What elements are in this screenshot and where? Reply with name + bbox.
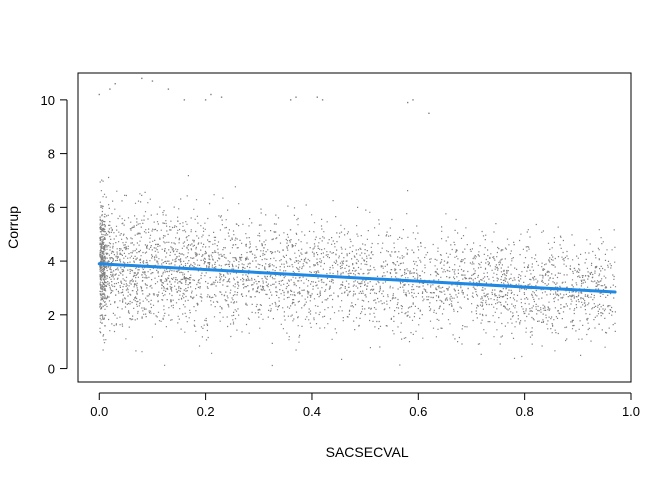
outlier-point <box>316 96 318 98</box>
y-tick-label: 0 <box>48 362 55 377</box>
outlier-point <box>321 99 324 101</box>
outlier-point <box>220 96 223 98</box>
outlier-point <box>210 93 212 96</box>
y-tick-label: 2 <box>48 308 55 323</box>
outlier-point <box>204 99 207 101</box>
outlier-point <box>289 99 292 101</box>
outlier-point <box>428 112 430 115</box>
outlier-points <box>98 77 430 115</box>
outlier-point <box>141 77 143 80</box>
y-axis: 0 2 4 6 8 10 <box>41 93 68 377</box>
plot-frame <box>77 72 632 383</box>
y-tick-label: 8 <box>48 147 55 162</box>
x-tick-label: 0.4 <box>303 404 321 419</box>
y-tick-label: 6 <box>48 200 55 215</box>
outlier-point <box>406 101 409 104</box>
outlier-point <box>412 99 414 101</box>
x-tick-label: 0.8 <box>516 404 534 419</box>
y-tick-label: 10 <box>41 93 55 108</box>
x-axis-label: SACSECVAL <box>326 444 409 460</box>
outlier-point <box>183 99 186 101</box>
x-tick-label: 0.6 <box>409 404 427 419</box>
fit-line <box>97 262 617 294</box>
outlier-point <box>295 96 297 98</box>
outlier-point <box>98 93 100 96</box>
y-tick-label: 4 <box>48 254 55 269</box>
outlier-point <box>167 88 170 90</box>
x-tick-label: 0.2 <box>197 404 215 419</box>
outlier-point <box>151 80 154 82</box>
y-axis-label: Corrup <box>5 206 21 249</box>
outlier-point <box>114 83 116 85</box>
x-axis: 0.0 0.2 0.4 0.6 0.8 1.0 <box>90 392 640 419</box>
outlier-point <box>109 88 111 90</box>
x-tick-label: 1.0 <box>622 404 640 419</box>
x-tick-label: 0.0 <box>90 404 108 419</box>
